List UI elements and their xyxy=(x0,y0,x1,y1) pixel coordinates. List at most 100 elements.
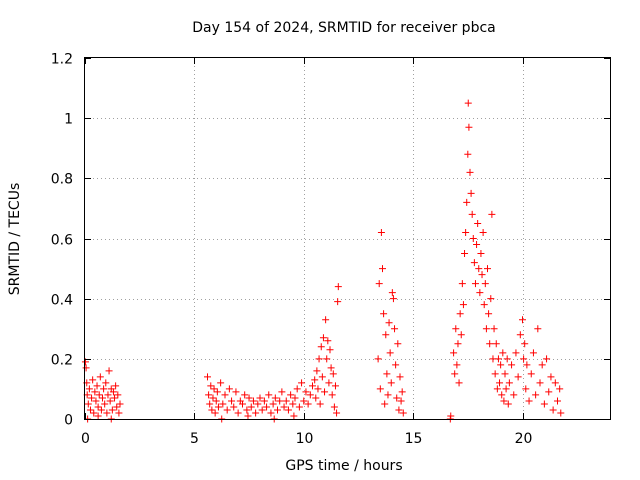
x-axis-label: GPS time / hours xyxy=(285,458,402,474)
data-point xyxy=(211,409,219,417)
data-point xyxy=(457,331,465,339)
data-point xyxy=(498,391,506,399)
data-point xyxy=(239,400,246,408)
data-point xyxy=(94,403,102,411)
data-point xyxy=(522,385,530,393)
data-point xyxy=(331,382,339,390)
data-point xyxy=(393,394,401,402)
data-point xyxy=(256,394,264,402)
data-point xyxy=(527,370,535,378)
data-point xyxy=(554,397,561,405)
data-point xyxy=(295,403,303,411)
data-point xyxy=(466,168,474,176)
data-point xyxy=(96,373,104,381)
y-tick-label: 0.2 xyxy=(51,353,73,369)
data-point xyxy=(502,385,510,393)
data-point xyxy=(482,325,490,333)
data-point xyxy=(396,373,404,381)
data-point xyxy=(523,361,531,369)
data-point xyxy=(471,280,479,288)
data-point xyxy=(397,397,405,405)
data-point xyxy=(206,400,214,408)
data-point xyxy=(461,250,469,258)
data-point xyxy=(487,295,495,303)
data-point xyxy=(521,340,529,348)
data-point xyxy=(204,373,211,381)
data-point xyxy=(300,397,308,405)
data-point xyxy=(529,349,537,357)
data-point xyxy=(245,394,253,402)
data-point xyxy=(241,391,249,399)
data-point xyxy=(323,355,331,363)
data-point xyxy=(501,370,509,378)
data-point xyxy=(316,400,324,408)
data-point xyxy=(223,406,231,414)
data-point xyxy=(485,310,493,318)
data-point xyxy=(269,400,277,408)
data-point xyxy=(376,385,384,393)
data-point xyxy=(474,219,482,227)
data-point xyxy=(447,412,455,420)
data-point xyxy=(385,319,393,327)
data-point xyxy=(519,316,526,324)
data-point xyxy=(298,379,306,387)
data-point xyxy=(105,367,113,375)
data-point xyxy=(377,228,385,236)
data-point xyxy=(375,280,383,288)
data-point xyxy=(325,379,333,387)
data-point xyxy=(383,370,391,378)
data-point xyxy=(330,403,338,411)
data-point xyxy=(488,210,496,218)
data-point xyxy=(334,298,342,306)
data-point xyxy=(387,379,395,387)
data-point xyxy=(302,388,310,396)
data-point xyxy=(102,379,110,387)
data-point xyxy=(289,400,297,408)
data-point xyxy=(525,397,533,405)
data-point xyxy=(329,370,337,378)
data-point xyxy=(538,361,546,369)
data-point xyxy=(314,385,322,393)
data-point xyxy=(491,370,499,378)
data-point xyxy=(115,409,123,417)
data-point xyxy=(464,150,472,158)
data-point xyxy=(309,382,316,390)
data-point xyxy=(477,250,485,258)
data-point xyxy=(267,409,275,417)
data-point xyxy=(92,397,100,405)
data-point xyxy=(327,364,335,372)
data-point xyxy=(512,349,520,357)
data-point xyxy=(478,271,486,279)
data-point xyxy=(276,397,284,405)
data-point xyxy=(291,394,299,402)
data-point xyxy=(480,301,488,309)
data-point xyxy=(467,189,475,197)
x-tick-label: 20 xyxy=(515,431,533,447)
data-point xyxy=(463,198,471,206)
y-tick-label: 1.2 xyxy=(51,52,73,68)
data-point xyxy=(536,379,544,387)
data-point xyxy=(97,406,105,414)
data-point xyxy=(508,361,516,369)
data-points xyxy=(81,99,565,423)
data-point xyxy=(91,388,99,396)
x-tick-label: 10 xyxy=(296,431,314,447)
data-point xyxy=(458,280,466,288)
data-point xyxy=(503,355,511,363)
data-point xyxy=(459,301,467,309)
data-point xyxy=(391,325,399,333)
data-point xyxy=(384,391,392,399)
data-point xyxy=(265,391,273,399)
data-point xyxy=(328,391,336,399)
data-point xyxy=(249,397,257,405)
data-point xyxy=(214,403,222,411)
data-point xyxy=(386,349,394,357)
data-point xyxy=(453,361,461,369)
data-point xyxy=(534,325,542,333)
data-point xyxy=(455,379,463,387)
data-point xyxy=(499,349,507,357)
data-point xyxy=(247,403,255,411)
data-point xyxy=(113,403,121,411)
data-point xyxy=(225,385,233,393)
data-point xyxy=(252,409,260,417)
